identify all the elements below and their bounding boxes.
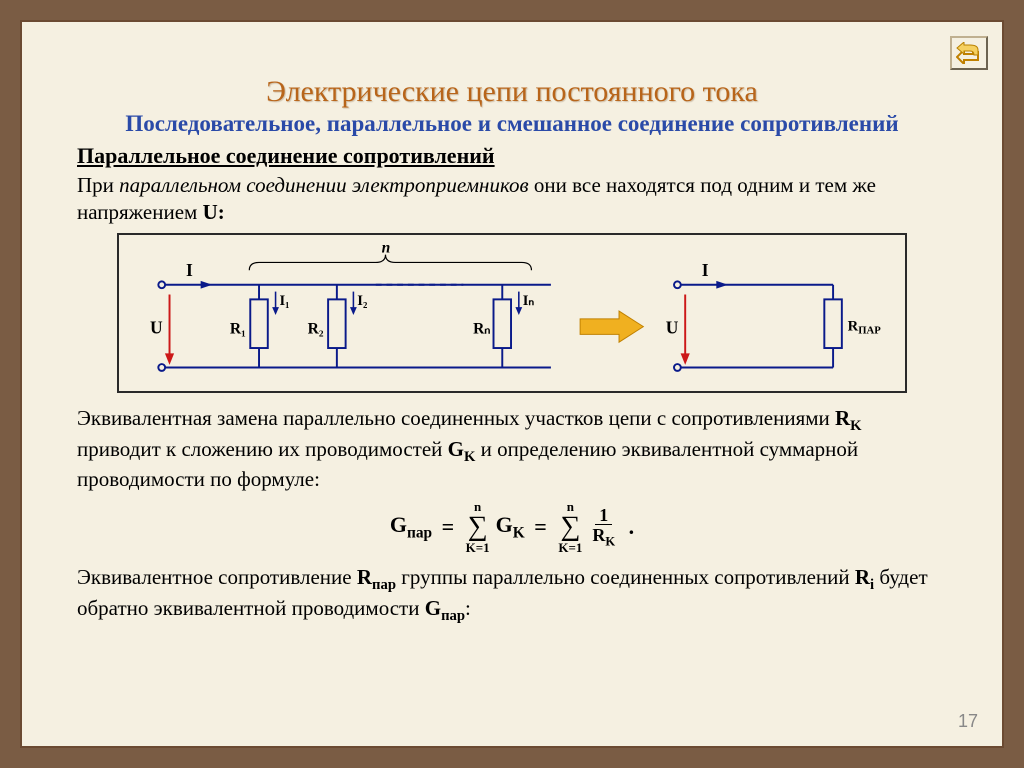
lbl-Rn: Rₙ bbox=[473, 320, 490, 337]
slide-content: Электрические цепи постоянного тока Посл… bbox=[20, 20, 1004, 748]
lbl-R1: R₁ bbox=[230, 320, 246, 337]
lbl-n: n bbox=[382, 241, 391, 257]
closing-paragraph: Эквивалентное сопротивление Rпар группы … bbox=[77, 564, 947, 625]
nav-return-button[interactable] bbox=[950, 36, 988, 70]
lbl-U: U bbox=[150, 317, 163, 337]
lbl-I: I bbox=[186, 260, 193, 280]
lbl-Rpar: RПАР bbox=[848, 318, 882, 336]
intro-paragraph: При параллельном соединении электроприем… bbox=[77, 172, 947, 225]
circuit-diagram: I U I₁ R₁ I₂ R₂ bbox=[117, 233, 907, 393]
conductance-formula: Gпар = n ∑ K=1 GK = n ∑ K=1 1 RK . bbox=[77, 500, 947, 554]
lbl-I-right: I bbox=[702, 260, 709, 280]
after-diagram-paragraph: Эквивалентная замена параллельно соедине… bbox=[77, 405, 947, 492]
slide-title: Электрические цепи постоянного тока bbox=[77, 75, 947, 109]
lbl-In: Iₙ bbox=[523, 293, 535, 309]
section-heading: Параллельное соединение сопротивлений bbox=[77, 143, 947, 169]
return-arrow-icon bbox=[956, 42, 982, 64]
lbl-I2: I₂ bbox=[357, 293, 367, 309]
lbl-I1: I₁ bbox=[279, 293, 289, 309]
lbl-U-right: U bbox=[666, 317, 679, 337]
page-number: 17 bbox=[958, 711, 978, 732]
lbl-R2: R₂ bbox=[308, 320, 324, 337]
slide-subtitle: Последовательное, параллельное и смешанн… bbox=[77, 111, 947, 137]
